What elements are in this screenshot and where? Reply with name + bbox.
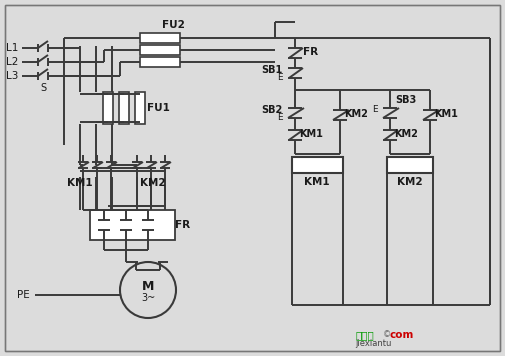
Bar xyxy=(140,57,180,67)
Text: KM1: KM1 xyxy=(304,177,330,187)
Text: SB3: SB3 xyxy=(395,95,416,105)
Bar xyxy=(119,92,129,124)
Text: E: E xyxy=(277,73,283,83)
Bar xyxy=(140,33,180,43)
Text: FR: FR xyxy=(304,47,319,57)
Bar xyxy=(292,157,343,173)
Bar xyxy=(135,92,145,124)
Text: KM1: KM1 xyxy=(67,178,93,188)
Text: FR: FR xyxy=(175,220,190,230)
Text: FU2: FU2 xyxy=(162,20,184,30)
Text: KM1: KM1 xyxy=(434,109,458,119)
Text: KM2: KM2 xyxy=(397,177,423,187)
Text: SB2: SB2 xyxy=(262,105,283,115)
Text: com: com xyxy=(390,330,415,340)
Text: L3: L3 xyxy=(6,71,18,81)
Text: L1: L1 xyxy=(6,43,18,53)
Text: 接线图: 接线图 xyxy=(355,330,374,340)
Text: E: E xyxy=(372,105,378,115)
Bar xyxy=(387,157,433,173)
Text: KM2: KM2 xyxy=(140,178,166,188)
Text: SB1: SB1 xyxy=(262,65,283,75)
Text: M: M xyxy=(142,279,154,293)
Text: 3~: 3~ xyxy=(141,293,155,303)
Text: ©: © xyxy=(383,330,391,340)
Text: FU1: FU1 xyxy=(146,103,170,113)
Bar xyxy=(90,210,175,240)
Text: PE: PE xyxy=(17,290,30,300)
Text: L2: L2 xyxy=(6,57,18,67)
Text: KM2: KM2 xyxy=(394,129,418,139)
Text: jiexiantu: jiexiantu xyxy=(355,339,391,347)
Text: KM1: KM1 xyxy=(299,129,323,139)
Text: E: E xyxy=(277,114,283,122)
Bar xyxy=(140,45,180,55)
Bar xyxy=(103,92,113,124)
Text: KM2: KM2 xyxy=(344,109,368,119)
Text: S: S xyxy=(40,83,46,93)
